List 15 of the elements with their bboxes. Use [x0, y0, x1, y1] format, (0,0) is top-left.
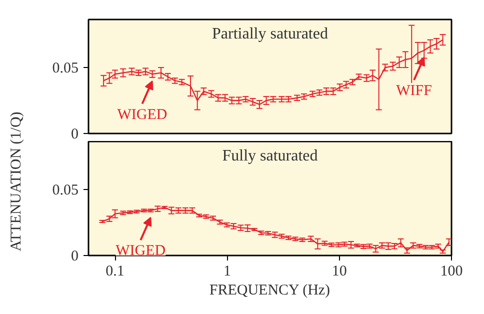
annotation: WIGED — [116, 243, 166, 260]
x-tick-label: 1 — [223, 264, 231, 280]
y-tick-label: 0.05 — [52, 60, 78, 77]
annotation: WIFF — [396, 83, 432, 100]
y-tick-label: 0.05 — [52, 182, 78, 199]
x-tick-label: 10 — [332, 264, 347, 280]
annotation: WIGED — [117, 106, 168, 123]
y-axis-title: ATTENUATION (1/Q) — [8, 112, 24, 252]
x-tick-label: 0.1 — [106, 264, 124, 280]
chart-title: Partially saturated — [212, 26, 328, 42]
x-axis-title: FREQUENCY (Hz) — [209, 282, 330, 298]
y-tick-label: 0 — [71, 248, 78, 264]
y-tick-label: 0 — [71, 126, 78, 142]
chart-title: Fully saturated — [222, 148, 318, 164]
x-tick-label: 100 — [440, 264, 463, 280]
